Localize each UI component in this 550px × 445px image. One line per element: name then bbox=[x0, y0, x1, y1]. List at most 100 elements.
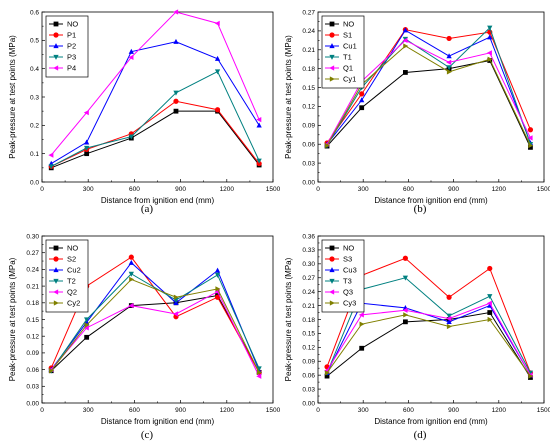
series-line bbox=[326, 26, 531, 146]
series-line bbox=[326, 302, 531, 376]
data-point bbox=[486, 50, 492, 56]
data-point bbox=[446, 315, 452, 322]
x-tick-label: 1500 bbox=[537, 407, 550, 414]
data-point bbox=[215, 286, 221, 292]
series-line bbox=[50, 261, 260, 371]
legend-entry: Q2 bbox=[67, 288, 77, 297]
legend-entry: NO bbox=[67, 20, 78, 29]
y-tick-label: 0.18 bbox=[302, 66, 315, 73]
data-point bbox=[402, 275, 409, 281]
data-point bbox=[446, 323, 452, 330]
series-p2 bbox=[48, 38, 262, 166]
legend: NO S1 Cu1 T1 Q1 Cy1 bbox=[321, 15, 365, 89]
series-line bbox=[50, 295, 260, 373]
series-p3 bbox=[48, 69, 262, 170]
legend-swatch-marker bbox=[53, 32, 59, 38]
series-line bbox=[51, 100, 260, 167]
legend-entry: P2 bbox=[67, 42, 76, 51]
data-point bbox=[129, 276, 135, 283]
data-point bbox=[486, 300, 492, 306]
x-tick-label: 1500 bbox=[266, 186, 281, 193]
legend: NO P1 P2 P3 P4 bbox=[45, 15, 89, 78]
data-point bbox=[214, 272, 221, 278]
y-tick-label: 0.3 bbox=[30, 94, 39, 101]
y-tick-label: 0.27 bbox=[26, 250, 39, 257]
x-tick-label: 300 bbox=[83, 186, 94, 193]
data-point bbox=[403, 43, 409, 49]
data-point bbox=[84, 139, 90, 145]
chart-panel-4: 0 300 600 900 1200 1500 0.00 0.03 0.06 0.09 0.12 0.… bbox=[284, 233, 550, 441]
x-axis-label: Distance from ignition end (mm) bbox=[374, 196, 488, 205]
data-point bbox=[446, 65, 452, 71]
legend-entry: P1 bbox=[67, 31, 76, 40]
data-point bbox=[214, 69, 221, 75]
series-no bbox=[48, 108, 262, 171]
data-point bbox=[214, 107, 221, 113]
y-tick-label: 0.27 bbox=[302, 9, 315, 16]
x-tick-label: 600 bbox=[403, 407, 414, 414]
series-line bbox=[50, 290, 260, 377]
y-axis-label: Peak-pressure at test points (MPa) bbox=[8, 257, 17, 381]
data-point bbox=[528, 373, 534, 379]
x-tick-label: 300 bbox=[358, 407, 369, 414]
legend-swatch-marker bbox=[329, 278, 335, 284]
data-point bbox=[173, 294, 179, 300]
data-point bbox=[402, 70, 408, 75]
x-tick-label: 300 bbox=[83, 407, 94, 414]
data-point bbox=[214, 267, 221, 273]
series-line bbox=[50, 41, 260, 165]
data-point bbox=[173, 311, 179, 317]
y-tick-label: 0.24 bbox=[302, 289, 315, 296]
data-point bbox=[324, 142, 330, 149]
series-line bbox=[326, 59, 531, 148]
legend-swatch-marker bbox=[53, 21, 59, 27]
data-point bbox=[83, 325, 89, 331]
legend-swatch-marker bbox=[329, 65, 335, 71]
legend-entry: Q3 bbox=[343, 288, 353, 297]
data-point bbox=[84, 317, 90, 323]
series-t2 bbox=[48, 271, 262, 374]
data-point bbox=[173, 9, 179, 15]
chart-panel-3: 0 300 600 900 1200 1500 0.00 0.03 0.06 0.09 0.12 0.… bbox=[8, 233, 281, 441]
data-point bbox=[84, 145, 90, 151]
data-point bbox=[527, 135, 533, 141]
series-p1 bbox=[48, 98, 262, 170]
data-point bbox=[128, 54, 134, 60]
data-point bbox=[446, 69, 452, 75]
x-tick-label: 900 bbox=[175, 407, 186, 414]
legend-entry: T2 bbox=[67, 277, 76, 286]
x-axis-label: Distance from ignition end (mm) bbox=[101, 196, 215, 205]
y-tick-label: 0.15 bbox=[26, 317, 39, 324]
legend-entry: T3 bbox=[343, 277, 352, 286]
y-axis-label: Peak-pressure at test points (MPa) bbox=[284, 257, 293, 381]
data-point bbox=[359, 345, 365, 351]
y-tick-label: 0.21 bbox=[302, 47, 315, 54]
y-tick-label: 0.24 bbox=[26, 267, 39, 274]
data-point bbox=[324, 370, 330, 376]
series-cy1 bbox=[324, 43, 534, 149]
data-point bbox=[402, 255, 408, 261]
legend-swatch-marker bbox=[53, 267, 59, 273]
x-tick-label: 600 bbox=[129, 186, 140, 193]
x-tick-label: 900 bbox=[448, 186, 459, 193]
data-point bbox=[173, 108, 179, 114]
y-tick-label: 0.27 bbox=[302, 275, 315, 282]
legend-entry: Cu1 bbox=[343, 42, 357, 51]
y-tick-label: 0.12 bbox=[302, 104, 315, 111]
x-tick-label: 0 bbox=[40, 407, 44, 414]
data-point bbox=[256, 369, 263, 376]
data-point bbox=[487, 34, 493, 40]
y-tick-label: 0.03 bbox=[302, 160, 315, 167]
x-tick-label: 600 bbox=[403, 186, 414, 193]
x-tick-label: 1200 bbox=[492, 186, 507, 193]
y-tick-label: 0.09 bbox=[302, 123, 315, 130]
x-tick-label: 0 bbox=[40, 186, 44, 193]
y-tick-label: 0.15 bbox=[302, 85, 315, 92]
legend-swatch-marker bbox=[53, 65, 59, 71]
data-point bbox=[403, 312, 409, 318]
data-point bbox=[84, 322, 90, 328]
legend-entry: T1 bbox=[343, 53, 352, 62]
data-point bbox=[487, 56, 493, 62]
panel-label: (b) bbox=[414, 203, 427, 215]
data-point bbox=[128, 302, 134, 309]
